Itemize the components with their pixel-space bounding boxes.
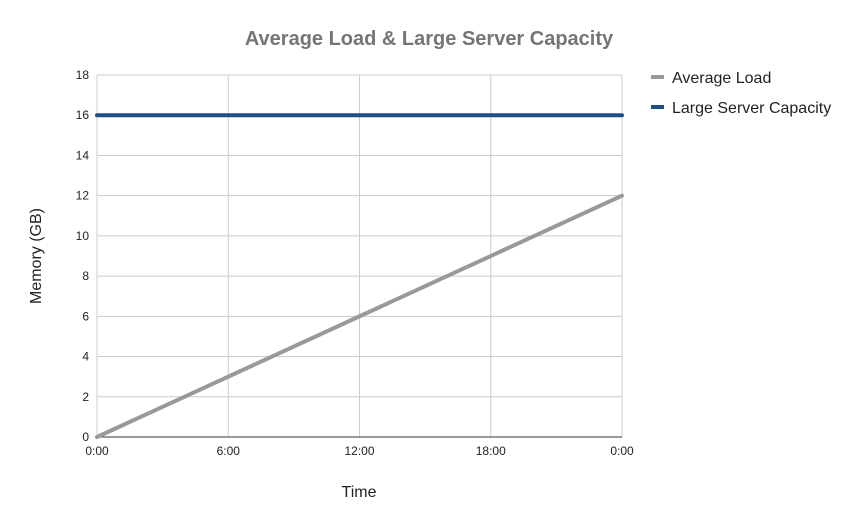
y-tick-label: 16 <box>76 108 90 122</box>
y-tick-label: 6 <box>82 309 89 323</box>
y-tick-label: 4 <box>82 350 89 364</box>
y-tick-label: 8 <box>82 269 89 283</box>
x-tick-label: 6:00 <box>217 444 241 458</box>
y-axis-title: Memory (GB) <box>28 208 45 304</box>
legend-label: Average Load <box>672 70 771 87</box>
y-tick-label: 12 <box>76 189 90 203</box>
y-tick-label: 2 <box>82 390 89 404</box>
legend: Average Load Large Server Capacity <box>651 70 831 117</box>
series-layer <box>95 113 624 439</box>
y-tick-label: 0 <box>82 430 89 444</box>
chart-title: Average Load & Large Server Capacity <box>245 28 614 50</box>
y-tick-label: 10 <box>76 229 90 243</box>
y-tick-label: 18 <box>76 68 90 82</box>
x-axis-title: Time <box>342 484 377 501</box>
x-tick-label: 18:00 <box>476 444 506 458</box>
tick-labels: 0 2 4 6 8 10 12 14 16 18 0:00 6:00 12:00 18:00 0:00 <box>76 68 634 458</box>
x-tick-label: 12:00 <box>344 444 374 458</box>
x-tick-label: 0:00 <box>610 444 634 458</box>
x-tick-label: 0:00 <box>85 444 109 458</box>
grid <box>96 74 623 437</box>
y-tick-label: 14 <box>76 148 90 162</box>
series-line-average-load <box>95 193 624 439</box>
legend-label: Large Server Capacity <box>672 100 831 117</box>
